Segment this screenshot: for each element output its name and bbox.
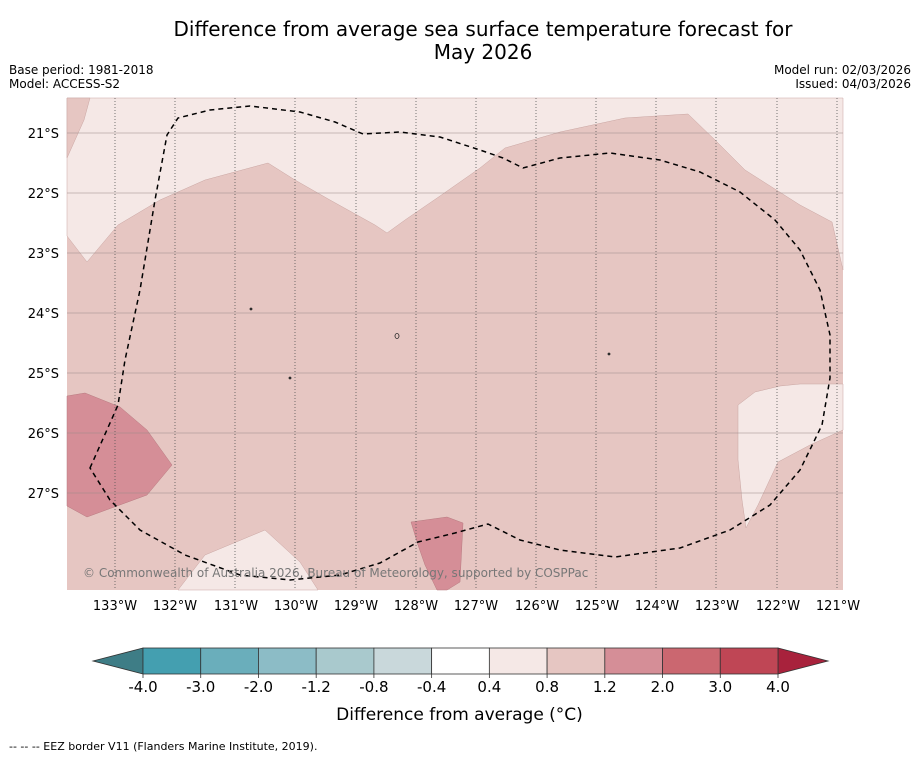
island (607, 352, 611, 356)
colorbar-tick-label: -1.2 (302, 678, 331, 696)
island (394, 333, 400, 339)
base-period: Base period: 1981-2018 (9, 63, 154, 77)
title-line-2: May 2026 (433, 40, 533, 64)
lat-tick-label: 25°S (28, 367, 59, 382)
colorbar-tick-label: -0.4 (417, 678, 446, 696)
colorbar-tick-label: 0.8 (535, 678, 559, 696)
lon-tick-label: 131°W (214, 599, 258, 614)
anomaly-region-west (66, 392, 173, 518)
lon-tick-label: 129°W (334, 599, 378, 614)
colorbar-segment (258, 647, 317, 675)
colorbar: -4.0 -3.0 -2.0 -1.2 -0.8 -0.4 0.4 0.8 1.2 2.0 3.0 4… (91, 647, 830, 696)
anomaly-region-south-center (410, 516, 464, 591)
island (288, 376, 292, 380)
anomaly-region-north (66, 97, 844, 271)
anomaly-region-east (737, 383, 844, 529)
meta-left: Base period: 1981-2018 Model: ACCESS-S2 (9, 63, 154, 91)
colorbar-segment (431, 647, 490, 675)
lon-tick-labels: 133°W 132°W 131°W 130°W 129°W 128°W 127°… (93, 599, 860, 614)
lat-tick-label: 22°S (28, 187, 59, 202)
colorbar-tick-label: 0.4 (477, 678, 501, 696)
lon-tick-label: 130°W (274, 599, 318, 614)
lon-tick-label: 123°W (695, 599, 739, 614)
lon-tick-label: 132°W (153, 599, 197, 614)
eez-border (89, 105, 831, 581)
colorbar-segment (719, 647, 779, 675)
anomaly-region-topleft (66, 97, 91, 159)
colorbar-tick-label: -0.8 (359, 678, 388, 696)
chart-title: Difference from average sea surface temp… (130, 18, 836, 64)
colorbar-segment (373, 647, 433, 675)
lat-tick-label: 23°S (28, 247, 59, 262)
colorbar-segment (315, 647, 375, 675)
colorbar-extend-high (777, 647, 830, 675)
lat-tick-label: 27°S (28, 487, 59, 502)
eez-footnote: -- -- -- EEZ border V11 (Flanders Marine… (9, 740, 318, 753)
colorbar-extend-low (91, 647, 144, 675)
lat-tick-label: 21°S (28, 127, 59, 142)
lon-tick-label: 127°W (454, 599, 498, 614)
colorbar-tick-label: 1.2 (593, 678, 617, 696)
lon-tick-label: 128°W (394, 599, 438, 614)
sst-map: © Commonwealth of Australia 2026, Bureau… (28, 97, 860, 614)
lat-gridlines (67, 132, 843, 494)
anomaly-region-south (177, 529, 319, 591)
colorbar-tick-label: 4.0 (766, 678, 790, 696)
lon-tick-label: 133°W (93, 599, 137, 614)
model-name: Model: ACCESS-S2 (9, 77, 121, 91)
colorbar-tick-label: 3.0 (708, 678, 732, 696)
colorbar-tick-label: -2.0 (244, 678, 273, 696)
colorbar-segment (200, 647, 259, 675)
lat-tick-label: 26°S (28, 427, 59, 442)
meta-right: Model run: 02/03/2026 Issued: 04/03/2026 (774, 63, 911, 91)
colorbar-segment (546, 647, 606, 675)
colorbar-segment (604, 647, 663, 675)
issued-date: Issued: 04/03/2026 (795, 77, 911, 91)
islands (249, 307, 611, 380)
lon-tick-label: 126°W (515, 599, 559, 614)
lon-tick-label: 122°W (756, 599, 800, 614)
colorbar-tick-label: -4.0 (128, 678, 157, 696)
colorbar-tick-label: 2.0 (651, 678, 675, 696)
title-line-1: Difference from average sea surface temp… (173, 17, 793, 41)
lon-tick-label: 124°W (635, 599, 679, 614)
lon-tick-label: 121°W (816, 599, 860, 614)
lat-tick-labels: 21°S 22°S 23°S 24°S 25°S 26°S 27°S (28, 127, 59, 502)
model-run: Model run: 02/03/2026 (773, 63, 911, 77)
island (249, 307, 253, 311)
colorbar-segment (662, 647, 721, 675)
colorbar-segment (142, 647, 202, 675)
lon-tick-label: 125°W (575, 599, 619, 614)
lat-tick-label: 24°S (28, 307, 59, 322)
colorbar-tick-label: -3.0 (186, 678, 215, 696)
colorbar-segment (488, 647, 548, 675)
colorbar-label: Difference from average (°C) (336, 705, 583, 725)
copyright-watermark: © Commonwealth of Australia 2026, Bureau… (83, 566, 588, 580)
